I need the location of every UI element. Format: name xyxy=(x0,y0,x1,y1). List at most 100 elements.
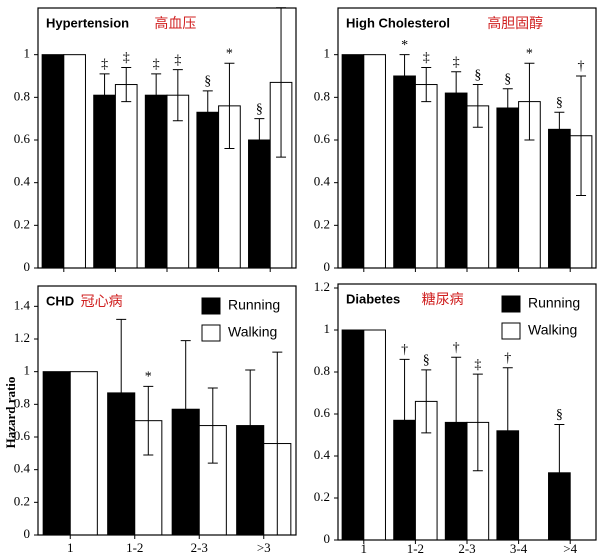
error-bar xyxy=(207,387,218,464)
error-bar xyxy=(151,73,162,118)
y-tick-label: 0.4 xyxy=(314,174,331,189)
error-bar xyxy=(224,62,235,150)
y-tick-label: 0.6 xyxy=(14,131,31,146)
annotation: * xyxy=(401,38,408,53)
error-bar xyxy=(421,369,432,434)
error-bar xyxy=(502,367,513,495)
error-bar xyxy=(202,90,213,135)
y-tick-label: 0.4 xyxy=(314,447,331,462)
y-tick-label: 0.2 xyxy=(14,493,30,508)
annotation: § xyxy=(556,408,563,423)
bar xyxy=(363,329,386,541)
y-tick-label: 0.6 xyxy=(14,428,31,443)
annotation: ‡ xyxy=(423,51,430,66)
error-bar xyxy=(143,385,154,456)
annotation: ‡ xyxy=(174,53,181,68)
bar xyxy=(114,84,138,269)
y-tick-label: 1.4 xyxy=(14,297,31,312)
y-tick-label: 0.4 xyxy=(14,174,31,189)
panel-title: Diabetes xyxy=(346,291,400,306)
y-tick-label: 0.2 xyxy=(314,489,330,504)
x-tick-label: 2-3 xyxy=(458,541,475,556)
bar xyxy=(496,107,520,269)
error-bar xyxy=(502,88,513,128)
x-tick-label: 3-4 xyxy=(510,541,528,556)
error-bar xyxy=(172,69,183,122)
plot-frame xyxy=(37,285,297,536)
legend-label: Running xyxy=(228,297,280,313)
panel-title: Hypertension xyxy=(46,15,129,30)
annotation: § xyxy=(504,72,511,87)
error-bar xyxy=(524,62,535,141)
panel-subtitle: 糖尿病 xyxy=(422,292,464,308)
error-bar xyxy=(121,66,132,103)
error-bar xyxy=(116,318,127,467)
annotation: * xyxy=(145,370,152,385)
error-bar xyxy=(399,358,410,482)
y-tick-label: 0.4 xyxy=(14,461,31,476)
annotation: ‡ xyxy=(453,55,460,70)
annotation: † xyxy=(504,351,511,366)
bar xyxy=(41,54,65,269)
plot-frame xyxy=(337,7,597,269)
legend-label: Walking xyxy=(528,322,577,338)
legend-swatch xyxy=(501,295,521,313)
annotation: * xyxy=(526,46,533,61)
legend-swatch xyxy=(201,324,221,342)
error-bar xyxy=(421,66,432,103)
annotation: † xyxy=(401,343,408,358)
error-bar xyxy=(245,369,256,482)
x-tick-label: 1-2 xyxy=(407,541,424,556)
annotation: § xyxy=(256,102,263,117)
x-tick-label: 2-3 xyxy=(191,540,208,555)
error-bar xyxy=(554,424,565,522)
panel-title: CHD xyxy=(46,293,74,308)
plot-frame xyxy=(337,283,597,541)
legend-label: Running xyxy=(528,295,580,311)
bar xyxy=(393,75,416,269)
y-tick-label: 0.8 xyxy=(314,88,330,103)
annotation: * xyxy=(226,46,233,61)
panel-subtitle: 冠心病 xyxy=(81,294,123,310)
annotation: ‡ xyxy=(474,357,481,372)
error-bar xyxy=(472,84,483,128)
y-tick-label: 0 xyxy=(24,259,31,274)
y-tick-label: 0.2 xyxy=(314,216,330,231)
y-tick-label: 1 xyxy=(324,46,331,61)
y-tick-label: 0.8 xyxy=(14,88,30,103)
annotation: ‡ xyxy=(123,51,130,66)
bar xyxy=(63,54,86,269)
error-bar xyxy=(180,340,191,479)
annotation: § xyxy=(204,74,211,89)
y-tick-label: 0 xyxy=(324,259,331,274)
y-tick-label: 0 xyxy=(24,526,31,541)
annotation: § xyxy=(423,353,430,368)
error-bar xyxy=(576,75,587,196)
bar xyxy=(144,94,168,269)
y-tick-label: 1.2 xyxy=(314,279,330,294)
plot-frame xyxy=(37,7,297,269)
x-tick-label: >4 xyxy=(563,541,577,556)
panel-title: High Cholesterol xyxy=(346,15,450,30)
y-tick-label: 0.2 xyxy=(14,216,30,231)
x-tick-label: >3 xyxy=(257,540,271,555)
y-tick-label: 0.6 xyxy=(314,131,331,146)
annotation: † xyxy=(578,59,585,74)
bar xyxy=(363,54,386,269)
y-tick-label: 0.6 xyxy=(314,405,331,420)
panel-subtitle: 高胆固醇 xyxy=(487,15,543,32)
panel-subtitle: 高血压 xyxy=(154,15,196,32)
bar xyxy=(466,105,490,269)
error-bar xyxy=(399,54,410,98)
y-axis-label: Hazard ratio xyxy=(3,377,18,449)
bar xyxy=(196,111,220,269)
annotation: § xyxy=(556,95,563,110)
error-bar xyxy=(554,111,565,147)
annotation: § xyxy=(474,68,481,83)
x-tick-label: 1-2 xyxy=(126,540,143,555)
bar xyxy=(444,92,468,269)
legend-swatch xyxy=(201,297,221,315)
bar xyxy=(93,94,116,269)
bar xyxy=(341,329,365,541)
